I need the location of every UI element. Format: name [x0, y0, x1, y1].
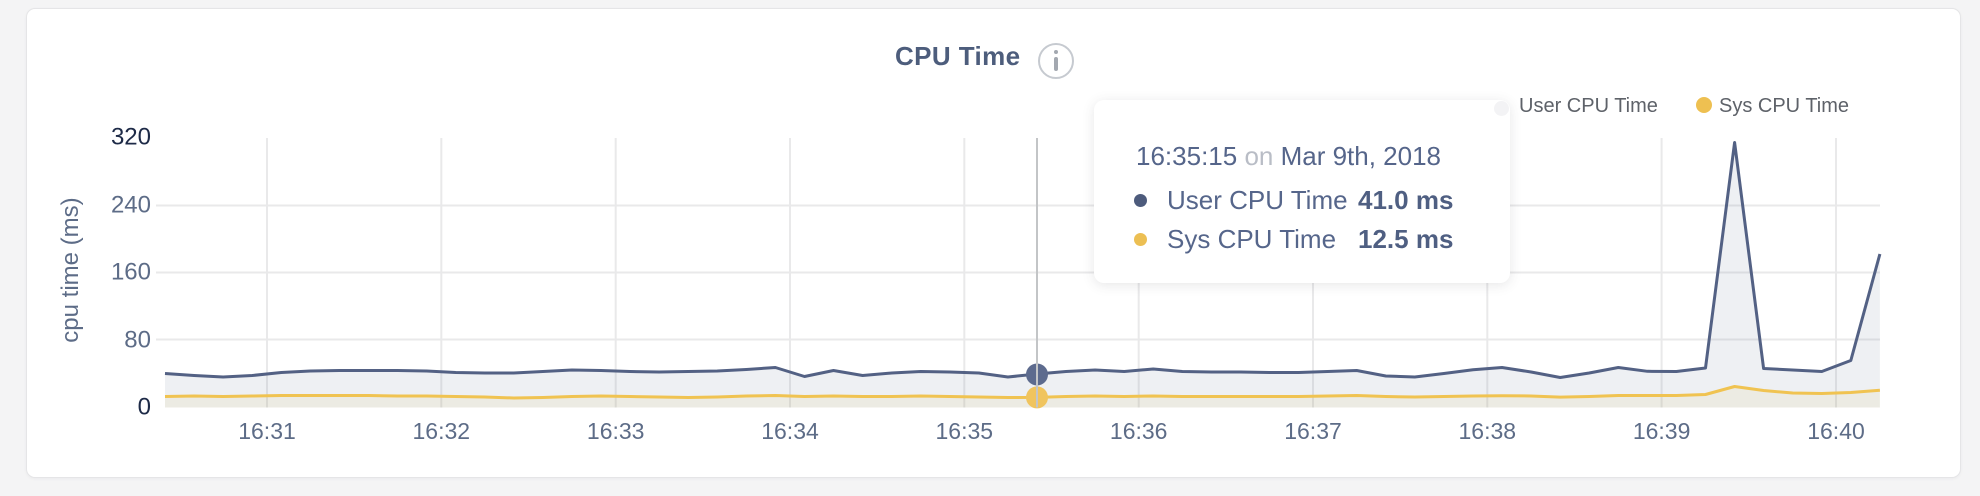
- svg-text:16:32: 16:32: [413, 418, 471, 444]
- svg-text:16:34: 16:34: [761, 418, 819, 444]
- svg-text:16:33: 16:33: [587, 418, 645, 444]
- svg-text:0: 0: [138, 394, 151, 421]
- svg-text:16:38: 16:38: [1459, 418, 1517, 444]
- svg-text:320: 320: [111, 124, 151, 151]
- svg-text:16:40: 16:40: [1807, 418, 1865, 444]
- svg-text:16:39: 16:39: [1633, 418, 1691, 444]
- svg-text:16:31: 16:31: [238, 418, 296, 444]
- svg-text:160: 160: [111, 259, 151, 286]
- svg-text:16:35: 16:35: [936, 418, 994, 444]
- svg-text:80: 80: [124, 327, 151, 354]
- svg-text:16:36: 16:36: [1110, 418, 1168, 444]
- svg-text:240: 240: [111, 192, 151, 219]
- svg-text:cpu time (ms): cpu time (ms): [57, 197, 84, 342]
- svg-text:16:37: 16:37: [1284, 418, 1342, 444]
